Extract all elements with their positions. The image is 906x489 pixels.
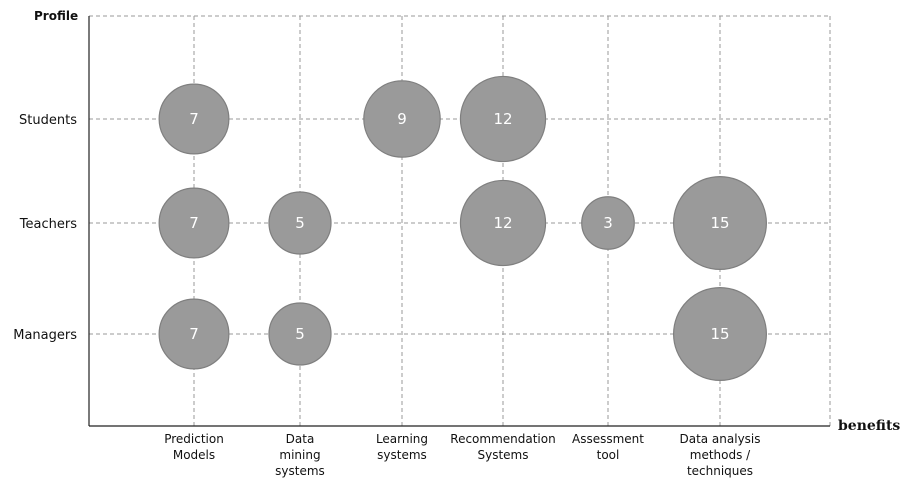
bubble-value-label: 7 bbox=[189, 325, 199, 343]
x-tick-label: Recommendation Systems bbox=[450, 432, 555, 462]
bubble bbox=[581, 196, 635, 250]
bubble-value-label: 5 bbox=[295, 214, 305, 232]
bubble bbox=[363, 80, 441, 158]
y-tick-label: Teachers bbox=[19, 217, 77, 232]
bubble-value-label: 15 bbox=[710, 214, 729, 232]
bubbles: 7 9 12 7 5 12 3 15 7 5 15 bbox=[158, 75, 768, 382]
bubble bbox=[158, 187, 230, 259]
x-tick-label: Data mining systems bbox=[275, 432, 325, 478]
x-tick-label: Assessment tool bbox=[572, 432, 644, 462]
bubble-value-label: 3 bbox=[603, 214, 613, 232]
bubble-value-label: 12 bbox=[493, 110, 512, 128]
x-axis-title: benefits bbox=[838, 418, 900, 434]
bubble bbox=[158, 83, 230, 155]
bubble bbox=[268, 302, 332, 366]
bubble bbox=[158, 298, 230, 370]
bubble bbox=[459, 179, 547, 267]
x-tick-label: Learning systems bbox=[376, 432, 428, 462]
x-tick-labels: Prediction Models Data mining systems Learnin… bbox=[164, 432, 760, 478]
y-tick-label: Students bbox=[19, 113, 77, 128]
bubble bbox=[672, 286, 768, 382]
y-axis-title: Profile bbox=[34, 9, 78, 23]
bubble-value-label: 12 bbox=[493, 214, 512, 232]
y-tick-labels: Students Teachers Managers bbox=[13, 113, 77, 343]
bubble bbox=[672, 175, 768, 271]
bubble-value-label: 7 bbox=[189, 214, 199, 232]
bubble bbox=[459, 75, 547, 163]
y-tick-label: Managers bbox=[13, 328, 77, 343]
x-tick-label: Prediction Models bbox=[164, 432, 224, 462]
bubble-value-label: 15 bbox=[710, 325, 729, 343]
x-tick-label: Data analysis methods / techniques bbox=[679, 432, 760, 478]
bubble-value-label: 9 bbox=[397, 110, 407, 128]
bubble bbox=[268, 191, 332, 255]
bubble-value-label: 5 bbox=[295, 325, 305, 343]
bubble-value-label: 7 bbox=[189, 110, 199, 128]
